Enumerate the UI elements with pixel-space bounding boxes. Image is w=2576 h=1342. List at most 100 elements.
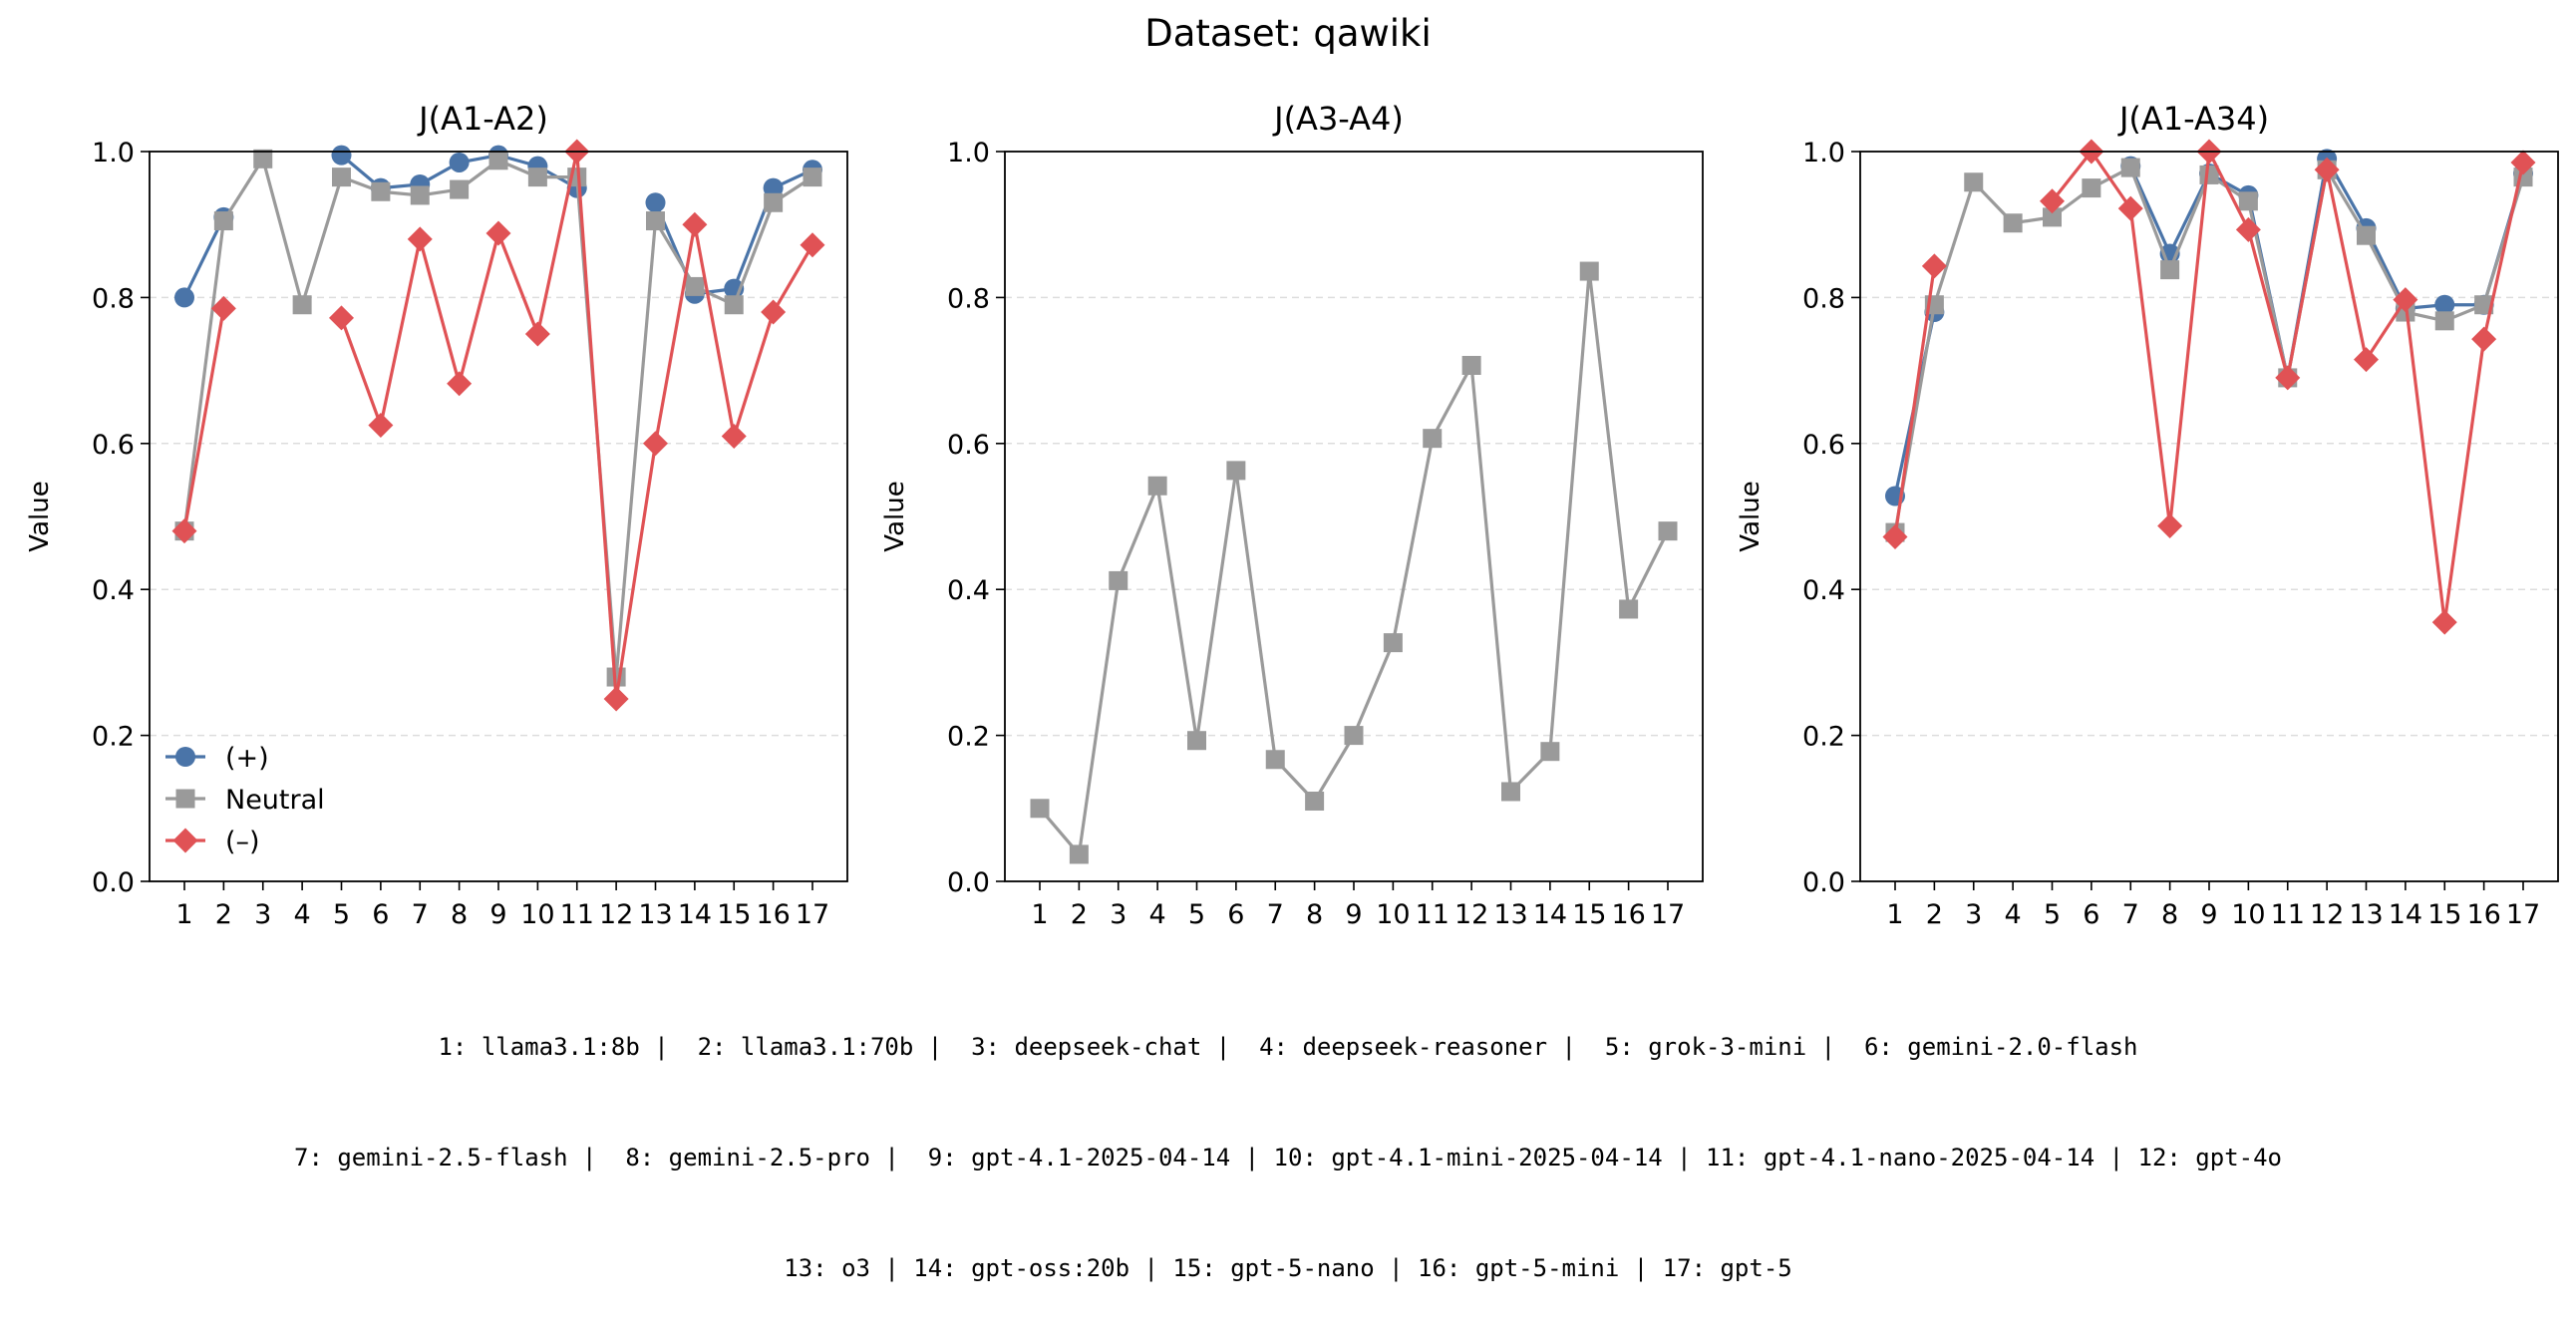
data-point [1423, 429, 1443, 449]
footer-line-3: 13: o3 | 14: gpt-oss:20b | 15: gpt-5-nan… [784, 1254, 1792, 1282]
series-line-segment [2128, 207, 2172, 526]
x-tick-label: 12 [2310, 899, 2344, 930]
x-tick-label: 11 [2271, 899, 2305, 930]
y-tick-label: 0.0 [1802, 867, 1845, 898]
legend-label: (+) [225, 743, 269, 774]
data-point [174, 287, 194, 308]
data-point [1109, 570, 1128, 590]
data-point [764, 192, 784, 212]
x-tick-label: 15 [717, 899, 751, 930]
x-tick-label: 14 [2389, 899, 2422, 930]
data-point [643, 431, 668, 457]
series-line-segment [1587, 270, 1631, 610]
data-point [1187, 731, 1206, 751]
data-point [331, 145, 352, 166]
data-point [1383, 633, 1403, 653]
chart-panel-2: 0.00.20.40.60.81.01 2 3 4 5 6 7 8 9 10 11 12 13 14 15 1… [880, 138, 1704, 930]
x-tick-label: 2 [1926, 899, 1943, 930]
x-tick-label: 14 [1533, 899, 1567, 930]
x-tick-label: 4 [1149, 899, 1166, 930]
series-line-segment [2207, 151, 2250, 231]
data-point [1069, 844, 1089, 864]
data-point [763, 177, 784, 198]
data-point [2431, 609, 2457, 635]
x-tick-label: 11 [560, 899, 594, 930]
data-point [332, 168, 351, 187]
series-line-segment [772, 243, 814, 313]
data-point [485, 220, 511, 246]
footer-line-1: 1: llama3.1:8b | 2: llama3.1:70b | 3: de… [438, 1033, 2138, 1061]
series-line-segment [614, 443, 658, 700]
x-tick-label: 6 [372, 899, 389, 930]
series-line-segment [418, 238, 462, 385]
data-point [2434, 311, 2454, 331]
data-point [1030, 799, 1050, 819]
y-tick-label: 1.0 [1802, 138, 1845, 168]
x-tick-label: 6 [1227, 899, 1244, 930]
y-tick-label: 0.2 [947, 722, 990, 753]
data-point [2040, 188, 2065, 214]
data-point [724, 295, 744, 315]
x-tick-label: 3 [1965, 899, 1982, 930]
legend-label: (–) [225, 827, 260, 857]
data-point [682, 211, 708, 237]
data-point [1964, 172, 1984, 192]
data-point [329, 305, 354, 331]
series-line-segment [654, 219, 697, 288]
axes-frame [1859, 151, 2559, 882]
x-tick-label: 6 [2083, 899, 2099, 930]
x-tick-label: 15 [2427, 899, 2461, 930]
series-line-segment [2128, 167, 2172, 271]
footer-line-2: 7: gemini-2.5-flash | 8: gemini-2.5-pro … [294, 1144, 2282, 1172]
x-tick-label: 5 [2044, 899, 2061, 930]
x-tick-label: 14 [678, 899, 712, 930]
x-tick-label: 4 [294, 899, 311, 930]
series-line-segment [2286, 169, 2329, 379]
y-tick-label: 0.6 [947, 430, 990, 461]
data-point [450, 179, 470, 199]
axes-frame [149, 151, 848, 882]
x-tick-label: 9 [1345, 899, 1362, 930]
data-point [2199, 165, 2219, 184]
series-line-segment [1431, 364, 1473, 440]
series-line-segment [2404, 299, 2446, 623]
x-tick-label: 8 [2161, 899, 2178, 930]
data-point [1921, 253, 1947, 279]
data-point [721, 423, 747, 449]
x-tick-label: 13 [2349, 899, 2383, 930]
x-tick-label: 16 [1611, 899, 1645, 930]
y-tick-label: 0.4 [1802, 575, 1845, 606]
data-point [1226, 461, 1246, 481]
x-tick-label: 1 [175, 899, 192, 930]
data-point [2238, 191, 2258, 211]
series-line-segment [1117, 485, 1159, 582]
series-line-segment [2246, 228, 2290, 379]
x-tick-label: 1 [1886, 899, 1903, 930]
series-line-segment [261, 158, 304, 306]
data-point [2314, 157, 2340, 182]
panel-title-3: J(A1-A34) [2118, 100, 2270, 138]
data-point [1658, 521, 1678, 541]
legend-label: Neutral [225, 785, 325, 816]
data-point [1882, 523, 1908, 549]
x-tick-label: 12 [1454, 899, 1488, 930]
x-tick-label: 3 [254, 899, 271, 930]
data-point [524, 321, 550, 347]
series-line-segment [535, 151, 579, 335]
data-point [1619, 599, 1639, 619]
data-point [2474, 295, 2494, 315]
x-tick-label: 3 [1110, 899, 1127, 930]
data-point [371, 181, 391, 201]
x-tick-label: 16 [2466, 899, 2500, 930]
y-tick-label: 1.0 [947, 138, 990, 168]
data-point [1540, 742, 1560, 762]
x-tick-label: 17 [796, 899, 829, 930]
axes-frame [1004, 151, 1704, 882]
y-tick-label: 1.0 [92, 138, 135, 168]
series-line-segment [458, 232, 500, 385]
x-tick-label: 7 [412, 899, 429, 930]
series-line-segment [496, 232, 539, 335]
x-tick-label: 9 [489, 899, 506, 930]
